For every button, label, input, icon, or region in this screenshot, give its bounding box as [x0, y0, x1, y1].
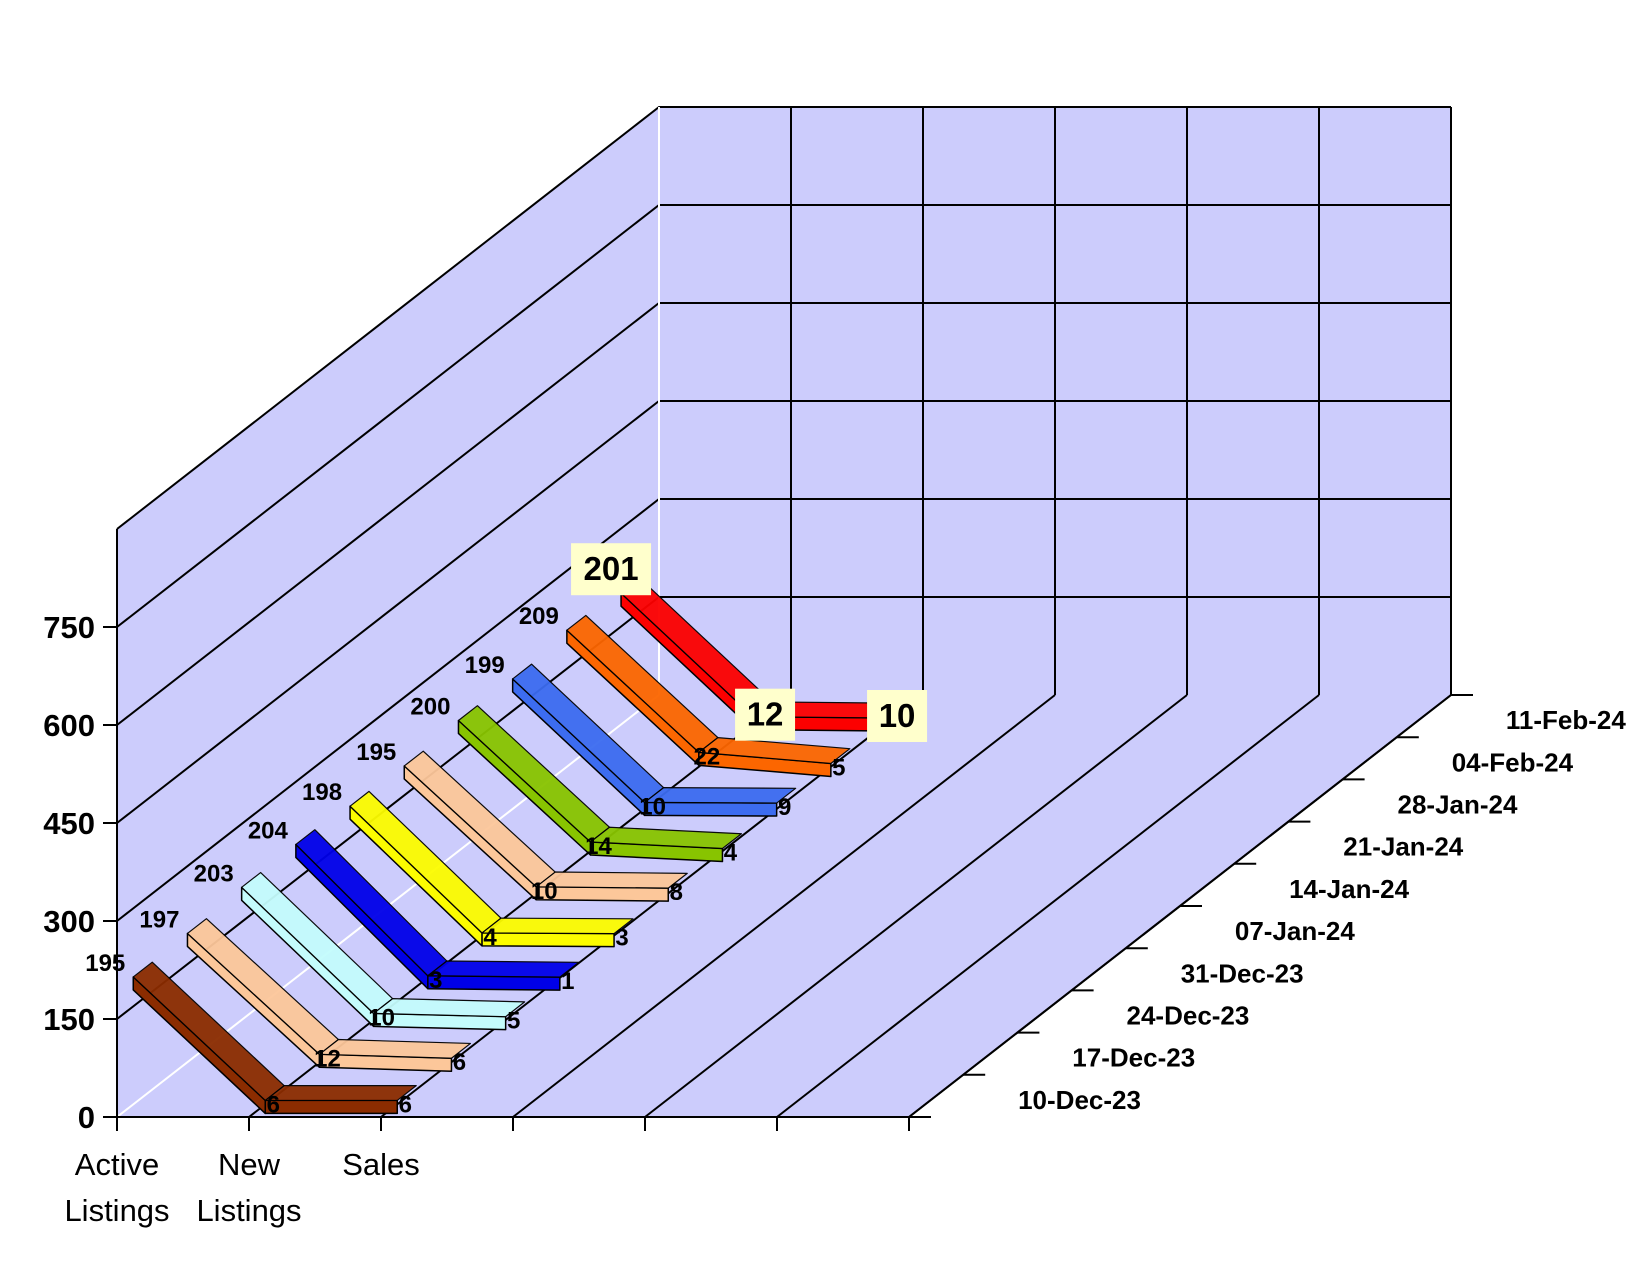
data-label: 203 — [194, 860, 234, 887]
ribbon-top — [481, 917, 634, 935]
series-label: 11-Feb-24 — [1506, 705, 1626, 735]
x-tick-label: New — [218, 1147, 281, 1182]
data-label: 8 — [670, 879, 683, 906]
ribbon-top — [318, 1038, 472, 1059]
series-ribbon — [403, 750, 688, 902]
series-label: 17-Dec-23 — [1072, 1043, 1195, 1073]
series-label: 14-Jan-24 — [1289, 874, 1409, 904]
ribbon-top — [264, 1085, 417, 1102]
series-label: 31-Dec-23 — [1181, 958, 1304, 988]
series-ribbon — [132, 961, 417, 1115]
data-label: 204 — [248, 817, 289, 844]
data-label: 9 — [778, 794, 791, 821]
data-label: 195 — [356, 739, 396, 766]
data-label: 195 — [85, 950, 125, 977]
x-tick-label: Listings — [64, 1193, 169, 1228]
series-label: 24-Dec-23 — [1127, 1001, 1250, 1031]
data-label: 5 — [507, 1008, 520, 1035]
floor-gridline — [380, 694, 924, 1118]
y-tick-label: 150 — [43, 1002, 95, 1037]
ribbon-segment — [264, 1099, 399, 1115]
data-label: 3 — [429, 967, 442, 994]
series-label: 07-Jan-24 — [1235, 916, 1355, 946]
data-label: 12 — [314, 1045, 341, 1072]
ribbon-top — [698, 736, 851, 765]
chart-data-labels: 195 6 6 197 12 6 203 10 5 204 3 1 198 4 3 195 10 8 200 14 4 1… — [85, 543, 928, 1118]
series-label: 04-Feb-24 — [1452, 747, 1574, 777]
series-ribbon — [186, 918, 472, 1072]
series-label: 10-Dec-23 — [1018, 1085, 1141, 1115]
data-label: 6 — [399, 1091, 412, 1118]
series-ribbon — [511, 663, 797, 817]
ribbon-top — [589, 826, 743, 850]
series-label: 28-Jan-24 — [1398, 790, 1518, 820]
y-tick-label: 750 — [43, 610, 95, 645]
data-label-box — [571, 543, 652, 596]
series-ribbon — [295, 829, 580, 991]
data-label: 198 — [302, 779, 342, 806]
data-label-box — [867, 690, 928, 743]
x-tick-label: Listings — [196, 1193, 301, 1228]
data-label: 197 — [139, 906, 179, 933]
data-label: 10 — [879, 697, 916, 734]
y-tick-label: 300 — [43, 904, 95, 939]
y-tick-label: 600 — [43, 708, 95, 743]
series-label: 21-Jan-24 — [1343, 832, 1463, 862]
data-label: 5 — [832, 754, 845, 781]
floor-gridline — [512, 694, 1056, 1118]
chart-series — [132, 577, 905, 1115]
data-label: 209 — [519, 603, 559, 630]
y-tick-label: 0 — [78, 1100, 95, 1135]
data-label: 1 — [561, 968, 574, 995]
ribbon-segment — [481, 932, 615, 948]
series-ribbon — [240, 871, 526, 1031]
data-label: 4 — [483, 924, 497, 951]
data-label: 10 — [368, 1004, 395, 1031]
floor-gridline — [776, 694, 1320, 1118]
data-label: 201 — [584, 550, 639, 587]
chart-axes: 0 150 300 450 600 750 Active Listings New Listing… — [43, 529, 1626, 1228]
y-tick-label: 450 — [43, 806, 95, 841]
series-ribbon — [349, 790, 634, 948]
data-label: 200 — [410, 693, 450, 720]
data-label: 22 — [694, 743, 721, 770]
series-ribbon — [566, 614, 851, 778]
ribbon-top — [535, 871, 688, 889]
data-label: 199 — [465, 652, 505, 679]
data-label-box — [735, 688, 796, 741]
data-label: 12 — [747, 696, 784, 733]
ribbon-top — [373, 998, 526, 1018]
data-label: 10 — [531, 878, 558, 905]
data-label: 6 — [267, 1091, 280, 1118]
data-label: 4 — [724, 840, 738, 867]
data-label: 3 — [615, 925, 628, 952]
x-tick-label: Active — [75, 1147, 159, 1182]
ribbon-top — [427, 960, 580, 978]
x-tick-label: Sales — [342, 1147, 420, 1182]
ribbon-segment — [427, 975, 561, 991]
data-label: 6 — [453, 1049, 466, 1076]
data-label: 10 — [639, 793, 666, 820]
floor-gridline — [644, 694, 1188, 1118]
ribbon-top — [644, 787, 797, 804]
series-ribbon — [457, 705, 743, 863]
data-label: 14 — [585, 833, 612, 860]
